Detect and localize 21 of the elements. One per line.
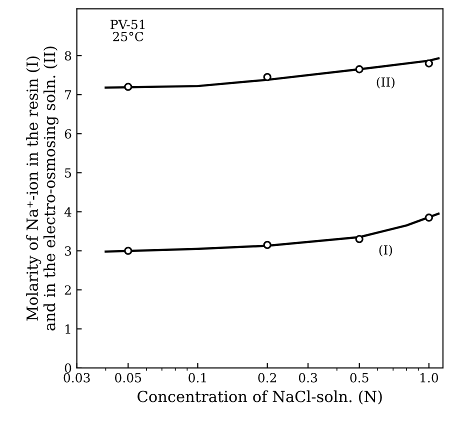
x-tick-label: 0.05 xyxy=(115,373,142,382)
y-tick-label: 3 xyxy=(64,246,72,256)
x-tick-label: 0.3 xyxy=(298,373,318,382)
x-tick-label: 0.5 xyxy=(350,373,368,382)
y-tick-label: 0 xyxy=(64,363,72,373)
y-tick-label: 5 xyxy=(65,168,72,178)
y-tick-label: 7 xyxy=(65,90,72,100)
y-tick-label: 6 xyxy=(64,129,72,139)
x-axis-title: Concentration of NaCl-soln. (N) xyxy=(138,390,382,404)
y-tick-label: 4 xyxy=(64,207,72,217)
series-label: (I) xyxy=(379,244,392,256)
x-tick-label: 0.03 xyxy=(64,373,90,382)
x-tick-label: 0.2 xyxy=(258,373,276,382)
y-tick-label: 1 xyxy=(66,324,70,334)
y-axis-title: Molarity of Na⁺-ion in the resin (I) and in the electro-osmosing soln. (II) xyxy=(26,46,58,330)
y-tick-label: 8 xyxy=(64,51,72,61)
series-label: (II) xyxy=(376,77,394,89)
x-tick-label: 1.0 xyxy=(420,373,438,382)
annotation: PV-51 25°C xyxy=(110,20,145,42)
x-tick-label: 0.1 xyxy=(188,373,206,382)
y-tick-label: 2 xyxy=(64,285,71,295)
